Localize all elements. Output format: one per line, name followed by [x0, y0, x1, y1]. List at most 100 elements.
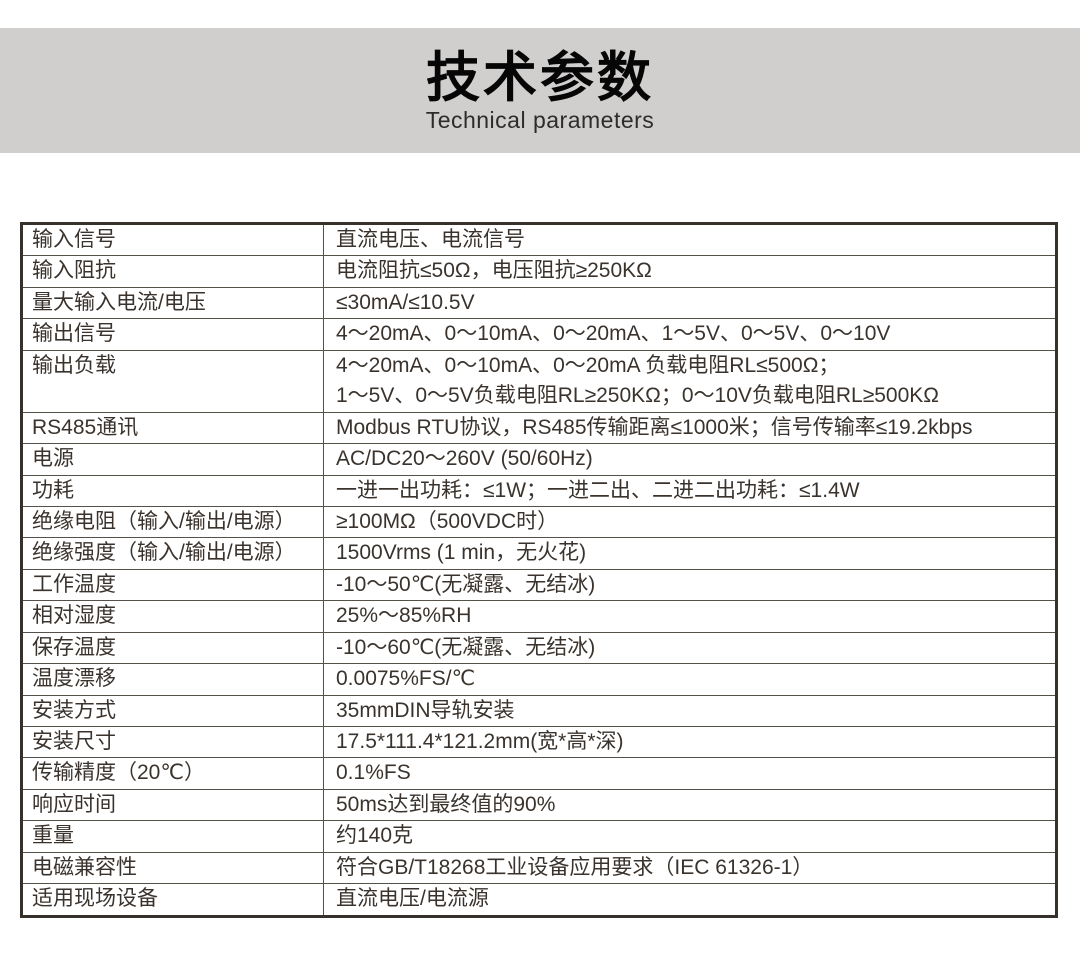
- spec-value: 4～20mA、0～10mA、0～20mA、1～5V、0～5V、0～10V: [323, 319, 1055, 350]
- spec-value-line: 一进一出功耗：≤1W；一进二出、二进二出功耗：≤1.4W: [336, 478, 860, 502]
- spec-label-text: 输出信号: [32, 322, 116, 346]
- table-row: 绝缘强度（输入/输出/电源） 1500Vrms (1 min，无火花): [23, 537, 1055, 569]
- spec-label: 工作温度: [23, 570, 323, 600]
- table-row: 输入阻抗 电流阻抗≤50Ω，电压阻抗≥250KΩ: [23, 255, 1055, 287]
- spec-label-text: 安装尺寸: [32, 730, 116, 753]
- spec-value-line: 约140克: [336, 824, 414, 848]
- spec-label-text: 安装方式: [32, 698, 116, 722]
- table-row: 输出负载 4～20mA、0～10mA、0～20mA 负载电阻RL≤500Ω； 1～…: [23, 349, 1055, 412]
- spec-value-line: Modbus RTU协议，RS485传输距离≤1000米；信号传输率≤19.2k…: [336, 415, 973, 439]
- spec-label-text: 相对湿度: [32, 604, 116, 628]
- spec-label: 功耗: [23, 476, 323, 506]
- spec-value-line: 4～20mA、0～10mA、0～20mA、1～5V、0～5V、0～10V: [336, 322, 891, 346]
- spec-label: 量大输入电流/电压: [23, 288, 323, 318]
- spec-label-text: 功耗: [32, 478, 74, 502]
- spec-value-line: 35mmDIN导轨安装: [336, 698, 515, 722]
- spec-label: 响应时间: [23, 790, 323, 820]
- spec-value: AC/DC20～260V (50/60Hz): [323, 444, 1055, 475]
- spec-value: 0.1%FS: [323, 758, 1055, 789]
- spec-value: 1500Vrms (1 min，无火花): [323, 538, 1055, 569]
- spec-value-line: 电流阻抗≤50Ω，电压阻抗≥250KΩ: [336, 259, 652, 283]
- table-row: 保存温度 -10～60℃(无凝露、无结冰): [23, 631, 1055, 664]
- spec-label-text: 输入信号: [32, 228, 116, 251]
- spec-label: 绝缘电阻（输入/输出/电源）: [23, 507, 323, 537]
- spec-value-line: 符合GB/T18268工业设备应用要求（IEC 61326-1）: [336, 855, 814, 879]
- spec-label: 绝缘强度（输入/输出/电源）: [23, 538, 323, 568]
- spec-value-line: 1500Vrms (1 min，无火花): [336, 541, 587, 565]
- spec-value-line: -10～50℃(无凝露、无结冰): [336, 572, 596, 596]
- table-row: 相对湿度 25%～85%RH: [23, 600, 1055, 632]
- spec-label-text: 保存温度: [32, 635, 116, 659]
- spec-value: 0.0075%FS/℃: [323, 664, 1055, 695]
- spec-value: 直流电压/电流源: [323, 884, 1055, 915]
- spec-label-text: 响应时间: [32, 792, 116, 816]
- spec-value-line: AC/DC20～260V (50/60Hz): [336, 447, 593, 471]
- spec-label-text: 电源: [32, 447, 74, 471]
- spec-label-text: RS485通讯: [32, 415, 139, 439]
- spec-value: 约140克: [323, 821, 1055, 852]
- spec-value: -10～60℃(无凝露、无结冰): [323, 632, 1055, 664]
- spec-label: 适用现场设备: [23, 884, 323, 914]
- spec-value: 电流阻抗≤50Ω，电压阻抗≥250KΩ: [323, 256, 1055, 287]
- spec-value: 35mmDIN导轨安装: [323, 695, 1055, 726]
- page-title: 技术参数: [426, 48, 654, 108]
- spec-value-line: 17.5*111.4*121.2mm(宽*高*深): [336, 730, 624, 753]
- table-row: 安装尺寸 17.5*111.4*121.2mm(宽*高*深): [23, 726, 1055, 758]
- table-row: 功耗 一进一出功耗：≤1W；一进二出、二进二出功耗：≤1.4W: [23, 474, 1055, 506]
- spec-label-text: 重量: [32, 824, 74, 848]
- spec-value-line: 0.1%FS: [336, 761, 411, 785]
- spec-value: 25%～85%RH: [323, 601, 1055, 632]
- table-row: 量大输入电流/电压 ≤30mA/≤10.5V: [23, 286, 1055, 319]
- spec-label: 电磁兼容性: [23, 853, 323, 883]
- spec-value: -10～50℃(无凝露、无结冰): [323, 569, 1055, 601]
- spec-label-text: 工作温度: [32, 572, 116, 596]
- spec-label: 保存温度: [23, 633, 323, 663]
- spec-label: 输出负载: [23, 351, 323, 412]
- spec-label: 传输精度（20℃）: [23, 758, 323, 788]
- title-band: [0, 28, 1080, 153]
- table-row: 重量 约140克: [23, 820, 1055, 852]
- table-row: 绝缘电阻（输入/输出/电源） ≥100MΩ（500VDC时）: [23, 505, 1055, 538]
- spec-label: 重量: [23, 821, 323, 851]
- spec-value: 一进一出功耗：≤1W；一进二出、二进二出功耗：≤1.4W: [323, 475, 1055, 506]
- spec-value-line: -10～60℃(无凝露、无结冰): [336, 635, 596, 659]
- spec-value: ≥100MΩ（500VDC时）: [323, 506, 1055, 538]
- page-subtitle: Technical parameters: [425, 107, 655, 133]
- table-row: 响应时间 50ms达到最终值的90%: [23, 788, 1055, 821]
- spec-label-text: 传输精度（20℃）: [32, 761, 205, 785]
- table-row: RS485通讯 Modbus RTU协议，RS485传输距离≤1000米；信号传…: [23, 411, 1055, 444]
- spec-label-text: 绝缘电阻（输入/输出/电源）: [32, 509, 296, 533]
- spec-value-line: ≤30mA/≤10.5V: [336, 290, 475, 314]
- table-row: 适用现场设备 直流电压/电流源: [23, 883, 1055, 915]
- spec-value: 17.5*111.4*121.2mm(宽*高*深): [323, 727, 1055, 758]
- spec-label: 电源: [23, 444, 323, 474]
- spec-label-text: 量大输入电流/电压: [32, 290, 206, 314]
- table-row: 安装方式 35mmDIN导轨安装: [23, 694, 1055, 726]
- spec-label: 温度漂移: [23, 664, 323, 694]
- spec-label: 输出信号: [23, 319, 323, 349]
- table-row: 输入信号 直流电压、电流信号: [23, 225, 1055, 256]
- spec-value-line: 直流电压、电流信号: [336, 228, 525, 251]
- spec-value-line: 1～5V、0～5V负载电阻RL≥250KΩ；0～10V负载电阻RL≥500KΩ: [336, 384, 940, 408]
- spec-label: 安装尺寸: [23, 727, 323, 757]
- spec-value-line: ≥100MΩ（500VDC时）: [336, 509, 559, 533]
- spec-label-text: 温度漂移: [32, 667, 116, 691]
- spec-label-text: 适用现场设备: [32, 887, 158, 911]
- table-row: 输出信号 4～20mA、0～10mA、0～20mA、1～5V、0～5V、0～10…: [23, 318, 1055, 350]
- spec-label: 相对湿度: [23, 601, 323, 631]
- spec-label: RS485通讯: [23, 413, 323, 443]
- spec-label: 输入信号: [23, 225, 323, 255]
- spec-table: 输入信号 直流电压、电流信号 输入阻抗 电流阻抗≤50Ω，电压阻抗≥250KΩ …: [20, 222, 1058, 918]
- spec-value-line: 直流电压/电流源: [336, 887, 489, 911]
- spec-value-line: 25%～85%RH: [336, 604, 472, 628]
- spec-value: 符合GB/T18268工业设备应用要求（IEC 61326-1）: [323, 852, 1055, 884]
- spec-value-line: 4～20mA、0～10mA、0～20mA 负载电阻RL≤500Ω；: [336, 353, 840, 377]
- spec-value-line: 50ms达到最终值的90%: [336, 792, 556, 816]
- table-row: 传输精度（20℃） 0.1%FS: [23, 757, 1055, 789]
- spec-value: ≤30mA/≤10.5V: [323, 287, 1055, 319]
- table-row: 电源 AC/DC20～260V (50/60Hz): [23, 443, 1055, 475]
- table-row: 电磁兼容性 符合GB/T18268工业设备应用要求（IEC 61326-1）: [23, 851, 1055, 884]
- spec-value: 4～20mA、0～10mA、0～20mA 负载电阻RL≤500Ω； 1～5V、0～…: [323, 350, 1055, 412]
- spec-label-text: 电磁兼容性: [32, 855, 137, 879]
